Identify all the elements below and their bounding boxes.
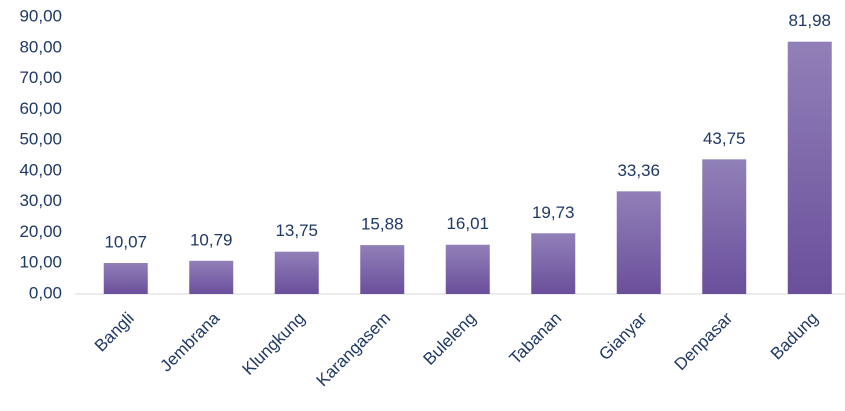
x-tick-label: Buleleng [420,309,480,369]
y-tick-label: 10,00 [19,253,62,272]
x-tick-label: Badung [767,309,822,364]
bar [189,260,234,294]
x-tick-label: Jembrana [156,308,223,375]
bar [103,263,148,294]
value-label: 16,01 [446,214,489,233]
bar [702,159,747,294]
y-tick-label: 30,00 [19,191,62,210]
y-tick-label: 50,00 [19,130,62,149]
y-tick-label: 40,00 [19,160,62,179]
x-tick-label: Tabanan [506,309,566,369]
value-label: 15,88 [361,215,404,234]
value-label: 81,98 [788,11,831,30]
y-tick-label: 0,00 [29,283,62,302]
value-label: 10,79 [190,230,233,249]
y-tick-label: 60,00 [19,99,62,118]
bar [274,251,319,294]
y-tick-label: 20,00 [19,222,62,241]
x-tick-label: Karangasem [313,309,395,391]
value-label: 19,73 [532,203,575,222]
value-label: 13,75 [275,221,318,240]
value-label: 10,07 [104,232,147,251]
bar [531,233,576,294]
x-tick-label: Gianyar [595,308,651,364]
y-tick-label: 70,00 [19,68,62,87]
x-tick-label: Denpasar [671,308,737,374]
x-tick-label: Klungkung [239,309,309,379]
value-label: 43,75 [703,129,746,148]
x-tick-label: Bangli [91,309,138,356]
y-tick-label: 80,00 [19,37,62,56]
bar [616,191,661,294]
bar [360,245,405,294]
value-label: 33,36 [617,161,660,180]
bar [787,41,832,294]
bar [445,244,490,294]
y-tick-label: 90,00 [19,6,62,25]
